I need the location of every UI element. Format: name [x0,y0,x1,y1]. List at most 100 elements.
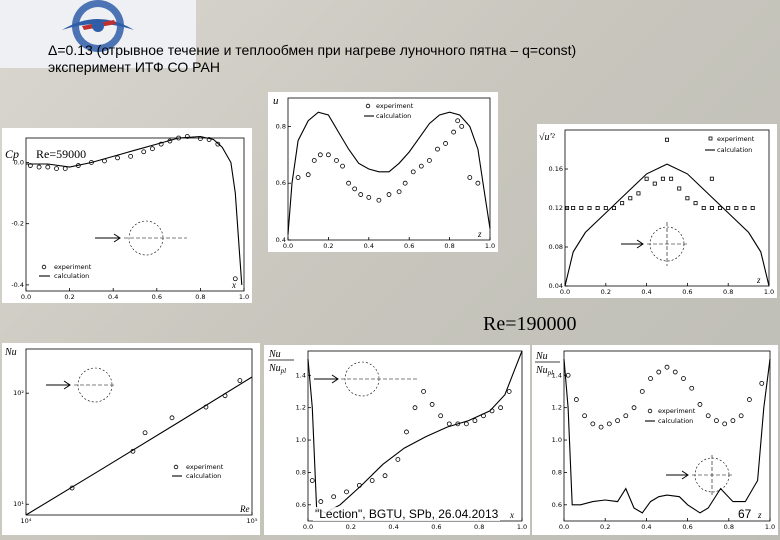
urms-chart: 0.0 0.2 0.4 0.6 0.8 1.0z 0.04 0.08 0.12 0.16 √u'²… [539,129,774,296]
nu_ratio_z-experiment-point [722,421,728,427]
urms-experiment-point [652,181,657,186]
nu_ratio_z-experiment-point [656,369,662,375]
urms-experiment-point [709,176,714,181]
urms-chart-panel: 0.0 0.2 0.4 0.6 0.8 1.0 z 0.04 0.08 0.12 0.16 √u'²… [537,124,777,298]
u-experiment-point [418,163,424,169]
nu_ratio_x-experiment-point [481,413,486,419]
cp-experiment-point [184,134,190,139]
nu_re-xlabel: Re [239,504,250,514]
nu_ratio_z-experiment-point [615,418,620,424]
u-experiment-point [396,189,402,195]
page-number: 67 [738,507,752,521]
u-experiment-point [455,118,461,124]
nu_ratio_z-axes-frame [563,350,771,522]
nu_ratio_z-ytick-label: 0.6 [552,501,562,509]
u-xtick-label: 0.4 [364,242,374,250]
cp-experiment-point [62,166,68,171]
nu-x-ylabel: Nu Nupl [268,349,294,375]
urms-xtick-label: 0.4 [641,288,651,296]
nu-re-chart-panel: 10⁴ 10⁵ Re 10¹ 10² Nu experiment calculation [2,343,260,535]
nu_ratio_z-experiment-point [714,418,719,424]
urms-experiment-point [565,206,570,211]
nu_re-experiment-point [169,415,175,421]
nu_ratio_z-ytick-label: 1.2 [552,404,562,412]
cp-ylabel: Cp [5,147,19,161]
nu_re-experiment-point [222,393,228,399]
urms-experiment-point [579,206,584,211]
nu_ratio_z-experiment-point [705,413,711,419]
u-experiment-point [426,158,432,163]
cp-ytick-label: 0.0 [14,158,24,166]
nu_ratio_x-xtick-label: 0.6 [431,523,441,531]
nu_ratio_x-ytick-label: 0.8 [296,468,306,476]
cp-experiment-point [206,137,212,142]
flow-schematic [95,220,187,256]
nu_ratio_x-experiment-point [455,421,461,427]
nu_ratio_x-xtick-label: 1.0 [517,523,527,531]
nu_ratio_z-experiment-point [565,372,571,378]
nu_re-ytick-label: 10¹ [13,500,24,508]
nu_ratio_x-experiment-point [344,489,349,495]
u-calculation-line [287,111,491,235]
nu_ratio_x-experiment-point [489,408,495,414]
nu_ratio_x-xtick-label: 0.0 [303,523,313,531]
urms-experiment-point [595,206,600,211]
nu_ratio_z-xtick-label: 0.4 [641,523,651,531]
urms-experiment-point [664,137,669,142]
nu_ratio_x-experiment-point [498,405,504,411]
u-ytick-label: 0.4 [276,236,286,244]
cp-xtick-label: 1.0 [239,293,249,301]
cp-experiment-point [141,149,147,155]
urms-experiment-point [734,206,739,211]
urms-legend: experiment calculation [705,135,755,154]
u-experiment-point [311,158,317,163]
u-xtick-label: 0.0 [283,242,293,250]
u-experiment-point [435,146,440,152]
urms-experiment-point [636,191,641,196]
urms-experiment-point [628,196,633,201]
urms-ylabel: √u'² [539,132,556,143]
nu_ratio_x-experiment-point [412,405,418,411]
cp-experiment-point [54,166,59,171]
nu_ratio_z-experiment-point [681,376,686,381]
cp-experiment-point [158,141,164,147]
u-experiment-point [352,186,358,192]
urms-experiment-point [620,201,625,206]
urms-experiment-point [669,176,674,181]
u-experiment-point [386,192,392,197]
u-experiment-point [358,192,364,197]
cp-ytick-label: -0.2 [11,220,24,228]
u-xtick-label: 0.8 [444,242,454,250]
u-legend-experiment: experiment [376,102,414,110]
u-xlabel: z [477,229,482,239]
nu_re-calculation-line [25,376,253,516]
u-legend: experiment calculation [364,102,414,120]
cp-xtick-label: 0.2 [64,293,74,301]
nu-re-ylabel: Nu [4,347,17,358]
cp-experiment-point [89,160,94,165]
cp-xlabel: x [231,280,236,290]
nu_ratio_z-experiment-point [672,369,678,375]
nu_ratio_z-experiment-point [631,405,637,411]
u-ytick-label: 0.6 [276,179,286,187]
footer-lection: "Lection", BGTU, SPb, 26.04.2013 [313,507,501,521]
nu_ratio_z-experiment-point [590,421,596,427]
cp-experiment-point [197,136,203,142]
u-experiment-point [340,163,345,169]
urms-xlabel: z [756,275,761,285]
nu_re-xtick-label: 10⁵ [247,517,258,525]
urms-experiment-point [726,206,731,211]
nu-z-legend-calculation: calculation [658,417,693,425]
nu_ratio_z-experiment-point [606,421,612,427]
nu_ratio_z-experiment-point [759,380,765,386]
cp-xtick-label: 0.8 [195,293,205,301]
u-ytick-label: 0.8 [276,122,286,130]
urms-experiment-point [660,176,665,181]
nu-re-legend: experiment calculation [172,463,224,480]
nu_ratio_z-xtick-label: 1.0 [765,523,775,531]
urms-legend-experiment: experiment [717,135,755,143]
urms-calculation-line [564,163,770,287]
nu_ratio_x-experiment-point [382,473,388,479]
urms-xtick-label: 1.0 [764,288,774,296]
cp-experiment-point [102,158,107,164]
